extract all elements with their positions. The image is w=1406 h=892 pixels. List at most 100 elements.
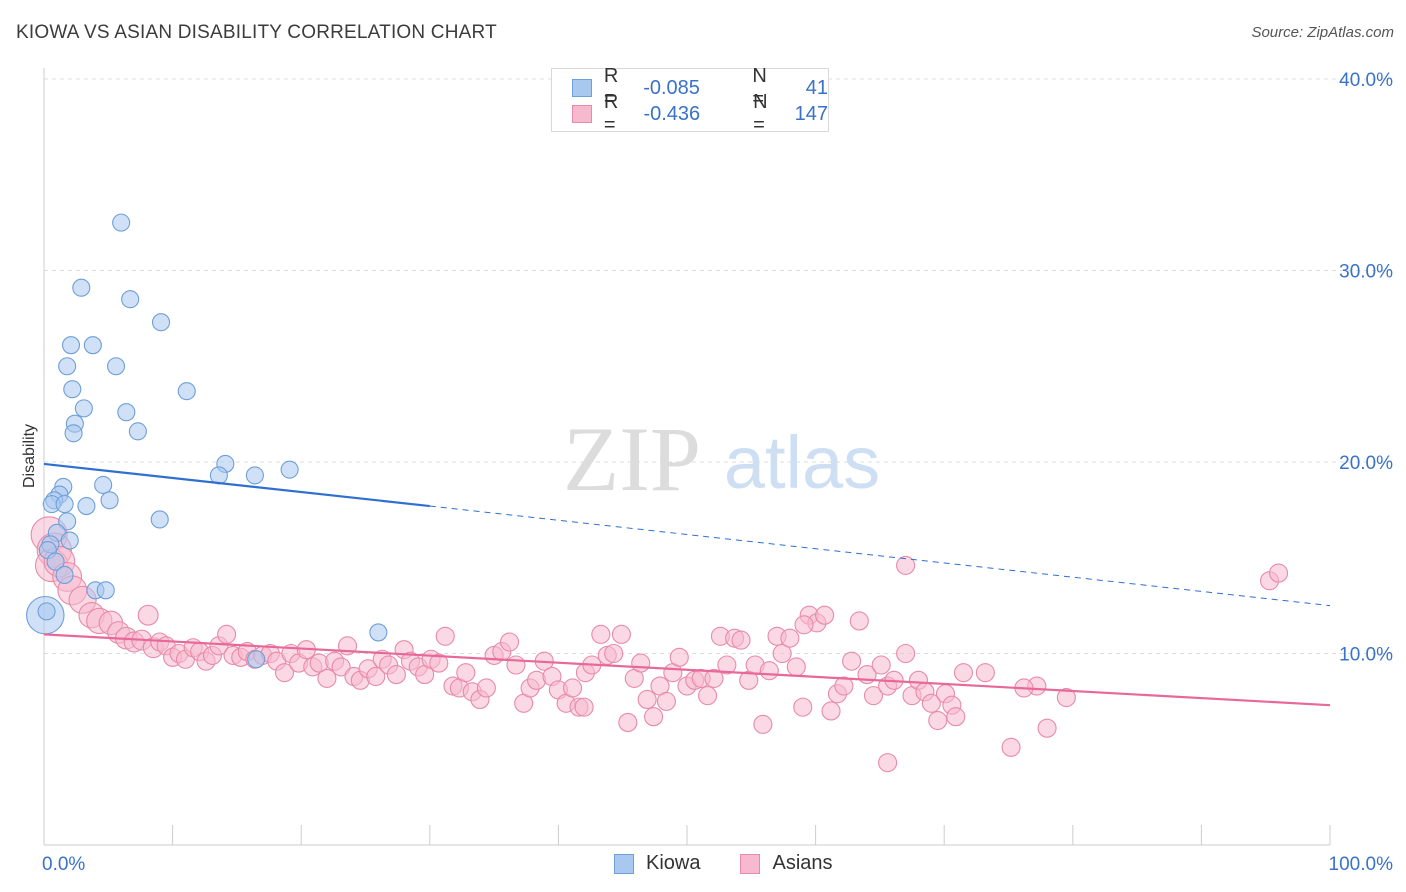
asians-point [896, 643, 916, 664]
series-legend: Kiowa Asians [614, 852, 873, 875]
asians-legend-swatch [740, 853, 761, 874]
watermark-atlas: atlas [724, 421, 880, 504]
kiowa-point [128, 422, 147, 441]
kiowa-trend-extension [429, 505, 1331, 607]
asians-point [631, 653, 651, 673]
n-label: N = [753, 91, 768, 136]
asians-point [834, 676, 854, 696]
kiowa-swatch [572, 79, 592, 97]
x-tick-label: 100.0% [1329, 854, 1394, 875]
legend-item-asians[interactable]: Asians [740, 852, 833, 875]
kiowa-point [121, 290, 140, 309]
kiowa-point [55, 495, 74, 514]
kiowa-trend-line [43, 462, 430, 508]
r-value: -0.436 [643, 102, 701, 125]
kiowa-point [112, 213, 131, 232]
r-label: R = [603, 91, 619, 136]
r-label: R = [603, 65, 619, 110]
asians-point [786, 657, 806, 677]
asians-legend-label: Asians [772, 852, 833, 874]
asians-point [476, 678, 496, 698]
asians-point [928, 710, 948, 731]
n-value: 41 [805, 76, 828, 99]
trend-lines [43, 462, 1331, 707]
asians-point [1269, 563, 1289, 583]
y-axis-label: Disability [21, 424, 38, 488]
asians-trend-line [43, 633, 1331, 707]
asians-point [975, 663, 995, 683]
kiowa-legend-label: Kiowa [646, 852, 701, 874]
asians-point [562, 678, 583, 698]
asians-point [317, 668, 337, 688]
asians-point [644, 707, 664, 727]
tick-labels: 10.0% 20.0% 30.0% 40.0% 0.0% 100.0% [42, 70, 1393, 875]
asians-point [1037, 718, 1057, 738]
asians-point [506, 655, 526, 675]
asians-point [772, 643, 792, 664]
kiowa-point [37, 602, 56, 621]
kiowa-point [77, 496, 96, 516]
asians-point [435, 626, 455, 646]
n-value: 147 [794, 102, 828, 125]
asians-point [753, 714, 773, 734]
asians-point [842, 651, 862, 671]
chart-source: Source: ZipAtlas.com [1251, 24, 1394, 41]
kiowa-point [83, 336, 102, 355]
asians-point [759, 661, 779, 681]
stats-legend: R = -0.085 N = 41 R = -0.436 N = 147 [551, 65, 829, 136]
asians-point [137, 604, 159, 626]
asians-point [669, 647, 689, 667]
asians-point [731, 630, 751, 650]
asians-point [821, 701, 841, 721]
kiowa-points [26, 213, 388, 669]
asians-point [780, 628, 800, 648]
asians-point [863, 686, 884, 706]
kiowa-point [58, 512, 77, 531]
y-tick-label: 20.0% [1339, 453, 1393, 474]
kiowa-point [96, 581, 115, 600]
asians-point [698, 686, 718, 706]
n-label: N = [752, 65, 767, 110]
asians-point [274, 663, 295, 683]
kiowa-point [150, 510, 169, 529]
legend-row-asians: R = -0.436 N = 147 [572, 91, 828, 136]
asians-point [815, 605, 835, 625]
asians-point [591, 624, 611, 644]
asians-point [704, 668, 724, 688]
asians-point [618, 712, 638, 732]
x-tick-label: 0.0% [42, 854, 85, 875]
kiowa-legend-swatch [614, 853, 634, 874]
kiowa-point [74, 399, 93, 418]
kiowa-point [369, 623, 388, 642]
kiowa-point [117, 403, 136, 422]
asians-point [793, 697, 813, 717]
y-tick-label: 40.0% [1339, 70, 1393, 91]
asians-point [921, 693, 941, 713]
asians-point [217, 624, 237, 644]
asians-point [637, 689, 657, 710]
legend-row-kiowa: R = -0.085 N = 41 [572, 65, 828, 110]
legend-item-kiowa[interactable]: Kiowa [614, 852, 700, 875]
asians-point [456, 663, 476, 683]
kiowa-point [100, 491, 119, 510]
asians-point [386, 665, 406, 685]
asians-point [331, 657, 351, 677]
kiowa-point [245, 466, 264, 485]
watermark-zip: ZIP [563, 408, 701, 510]
kiowa-point [64, 424, 83, 443]
asians-point [878, 753, 898, 773]
asians-point [953, 663, 974, 683]
asians-point [1056, 687, 1076, 708]
chart-title: KIOWA VS ASIAN DISABILITY CORRELATION CH… [16, 22, 497, 43]
kiowa-point [58, 357, 77, 376]
asians-point [366, 666, 386, 687]
asians-point [717, 655, 737, 675]
kiowa-point [247, 650, 266, 669]
kiowa-point [72, 278, 91, 297]
grid-lines [44, 78, 1392, 654]
asians-point [656, 691, 676, 711]
asians-point [849, 611, 869, 631]
kiowa-point [60, 531, 79, 550]
asians-point [429, 653, 449, 673]
